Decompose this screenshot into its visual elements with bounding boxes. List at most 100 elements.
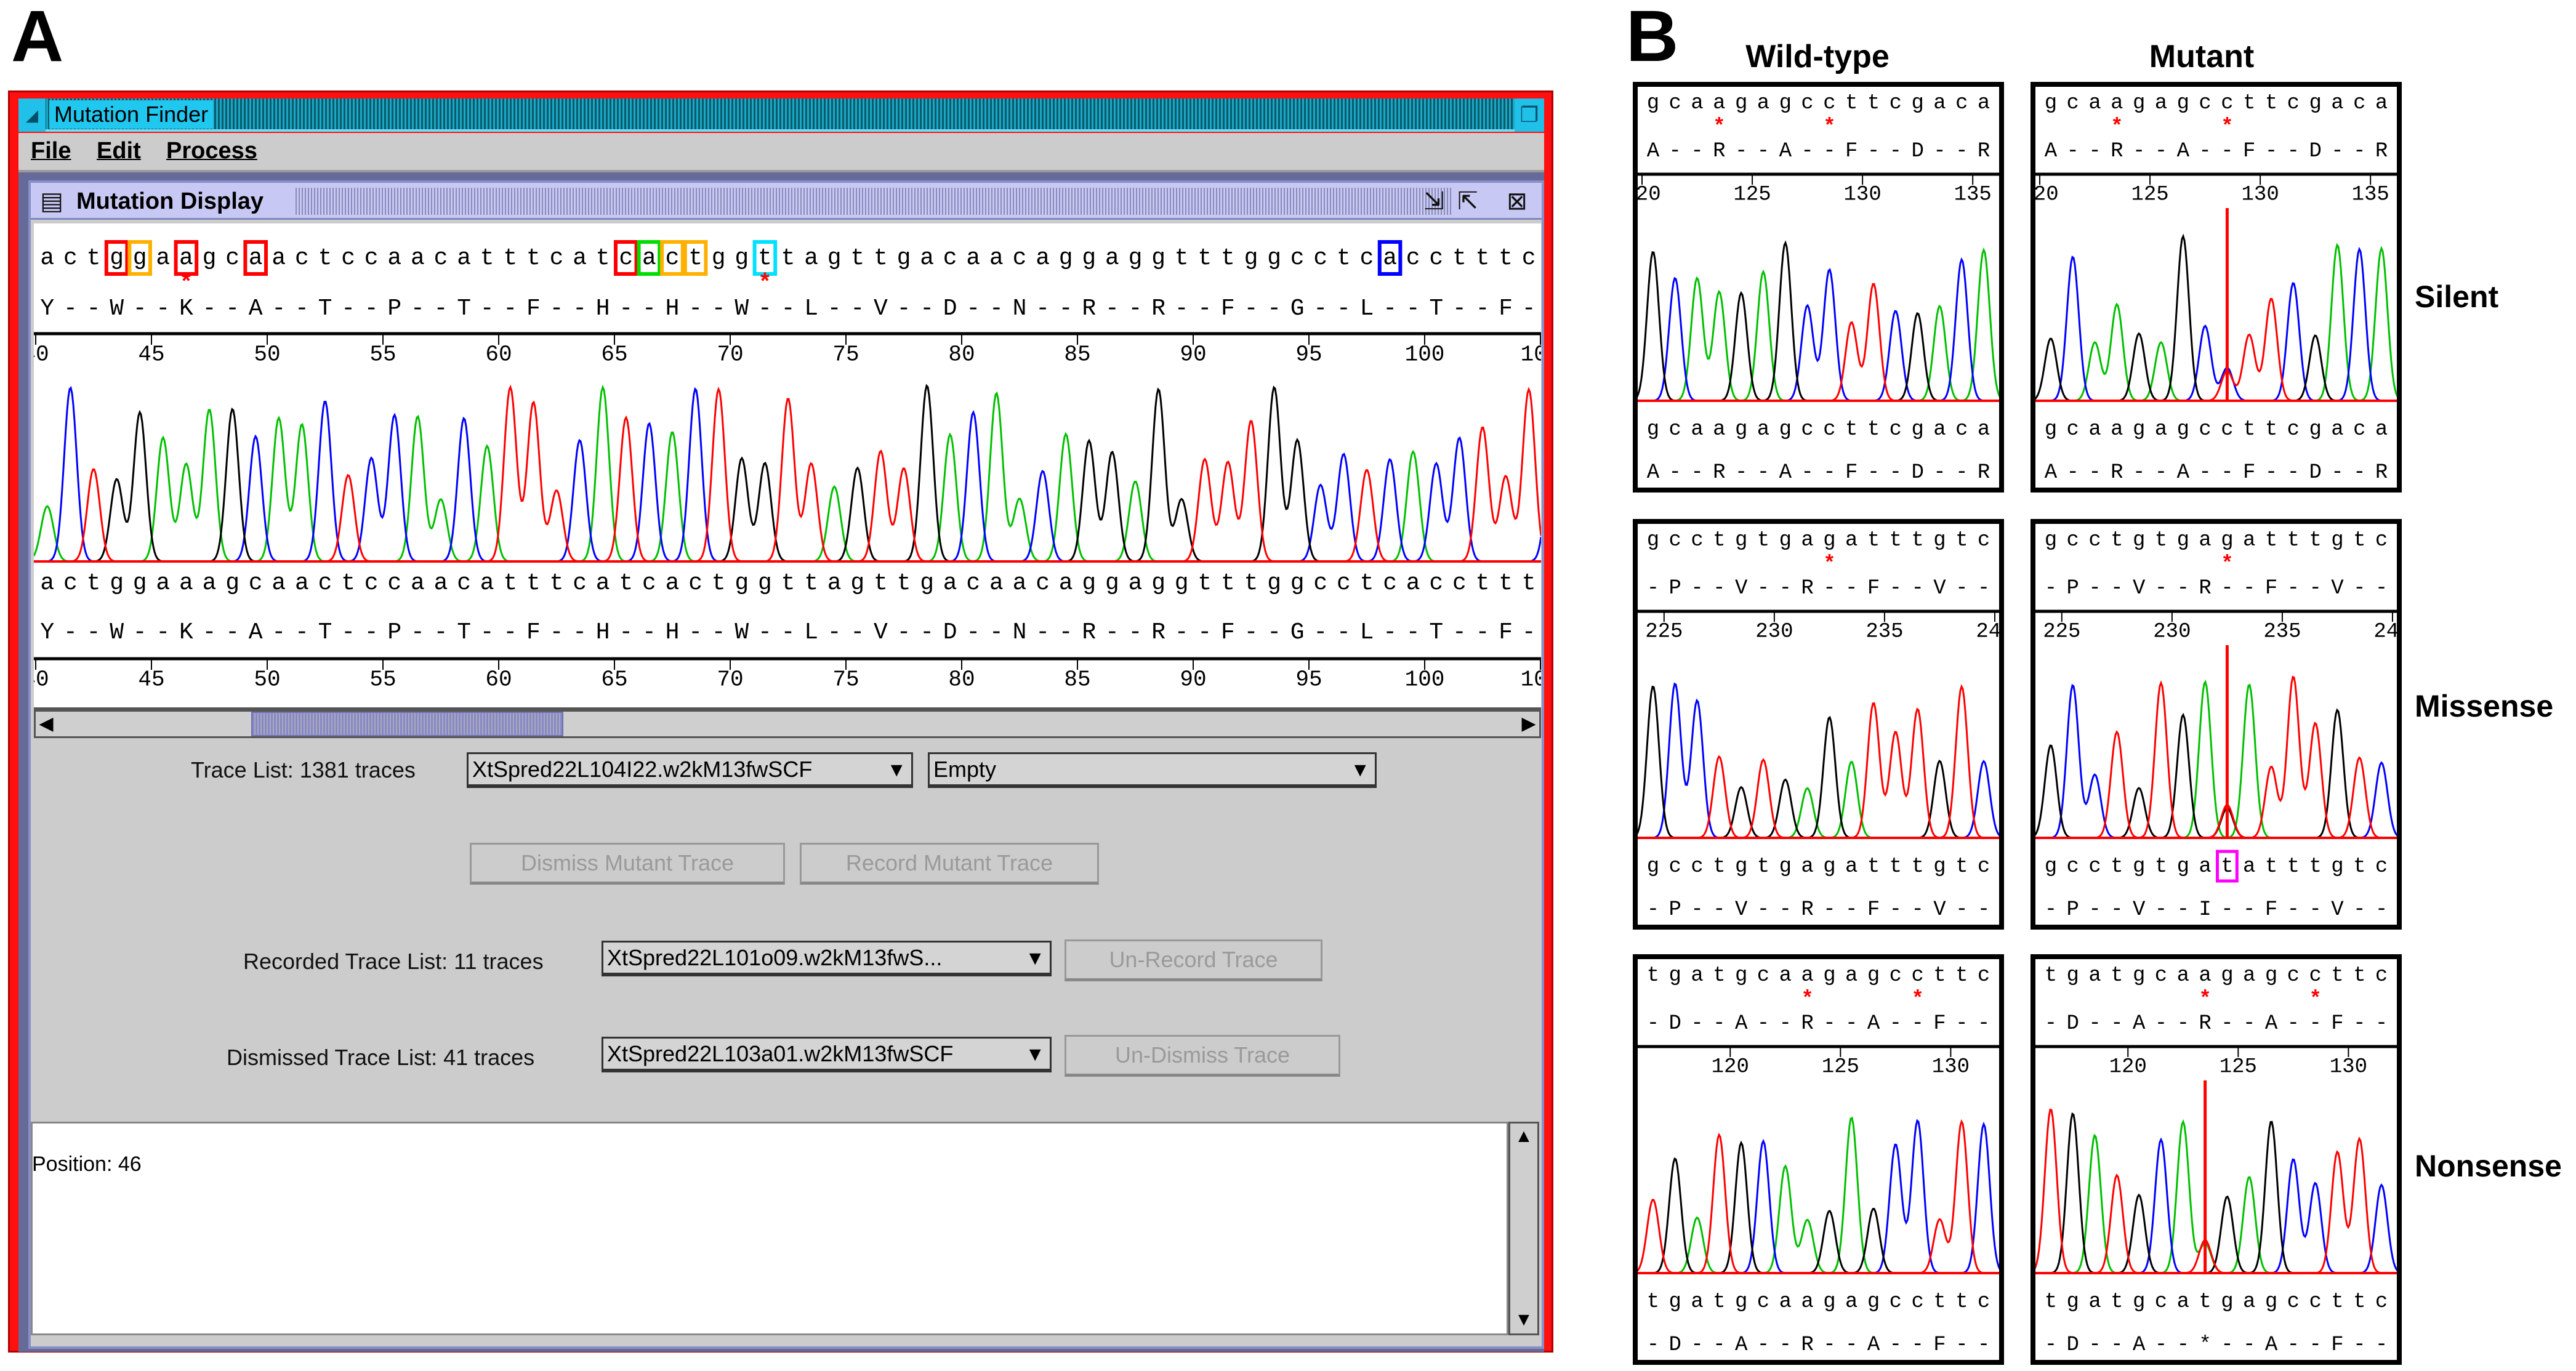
axis-tick-label: 225 <box>1645 620 1683 643</box>
axis-tick-label: 80 <box>948 667 975 693</box>
axis-tick-label: 235 <box>2263 620 2301 643</box>
chromatogram-svg: gcctgtgagatttgtc*-P--V--R--F--V--225 230 2… <box>2030 519 2412 930</box>
close-icon[interactable]: ⊠ <box>1507 188 1527 215</box>
window-title: Mutation Finder <box>49 100 214 129</box>
dismissed-trace-list-label: Dismissed Trace List: 41 traces <box>227 1045 535 1070</box>
wild-type-chromatogram-missense: gcctgtgagatttgtc * -P--V--R--F--V-- 225 230 2… <box>1632 519 2014 930</box>
trace-a <box>2031 680 2401 839</box>
trace-c <box>34 385 1541 563</box>
mutant-chromatogram-missense: gcctgtgagatttgtc * -P--V--R--F--V-- 225 230 2… <box>2030 519 2412 930</box>
axis-tick-label: 45 <box>138 667 164 693</box>
column-header-wild-type: Wild-type <box>1745 39 1890 74</box>
axis-tick-label: 90 <box>1180 342 1206 368</box>
mutation-asterisk: * <box>1713 116 1725 139</box>
reference-aa: Y--W--K--A--T--P--T--F--H--H--W--L--V--D… <box>40 296 1541 322</box>
top-seq: tgatgcaagagccttc <box>1647 964 1990 987</box>
base-highlight-box <box>127 240 152 276</box>
axis-tick-label: 65 <box>601 667 627 693</box>
axis-tick-label: 70 <box>717 667 743 693</box>
row-label-nonsense: Nonsense <box>2415 1149 2562 1183</box>
frame-icon[interactable]: ▤ <box>40 188 63 215</box>
scrollbar-thumb[interactable] <box>251 712 563 736</box>
maximize-icon[interactable]: ❐ <box>1515 99 1544 132</box>
internal-frame-title: Mutation Display <box>76 188 264 214</box>
axis-tick-label: 100 <box>1405 342 1445 368</box>
mutation-asterisk: * <box>2221 116 2233 139</box>
un-record-trace-button[interactable]: Un-Record Trace <box>1065 939 1322 981</box>
scroll-down-arrow-icon[interactable]: ▼ <box>1515 1309 1533 1330</box>
axis-tick-label: 45 <box>138 342 164 368</box>
trace-c <box>1633 257 2003 402</box>
menu-file[interactable]: File <box>31 138 71 164</box>
axis-tick-label: 90 <box>1180 667 1206 693</box>
recorded-trace-dropdown[interactable]: XtSpred22L101o09.w2kM13fwS... ▼ <box>602 941 1052 976</box>
scroll-right-arrow-icon[interactable]: ▶ <box>1521 714 1536 734</box>
axis-tick-label: 65 <box>601 342 627 368</box>
axis-tick-label: 80 <box>948 342 975 368</box>
chromatogram-svg: gcctgtgagatttgtc*-P--V--R--F--V--225 230 2… <box>1632 519 2014 930</box>
base-highlight-box <box>243 240 268 276</box>
top-aa: A--R--A--F--D--R <box>1647 140 1990 163</box>
bottom-seq: tgatgcaagagccttc <box>1647 1290 1990 1314</box>
dismissed-trace-dropdown[interactable]: XtSpred22L103a01.w2kM13fwSCF ▼ <box>602 1037 1052 1072</box>
wild-type-chromatogram-nonsense: tgatgcaagagccttc * * -D--A--R--A--F-- 120 125… <box>1632 954 2004 1365</box>
bottom-aa: A--R--A--F--D--R <box>1647 461 1990 484</box>
mutation-asterisk: * <box>179 270 193 297</box>
iconify-icon[interactable]: ⇲ <box>1423 188 1444 215</box>
axis-tick-label: 230 <box>2153 620 2191 643</box>
recorded-trace-value: XtSpred22L101o09.w2kM13fwS... <box>607 945 943 970</box>
axis-tick-label: 100 <box>1405 667 1445 693</box>
trace-list-label: Trace List: 1381 traces <box>191 757 416 782</box>
trace-t <box>1633 283 2003 402</box>
sequence-trace-view[interactable]: actggaagcaactccaacatttcatcactggttagttgac… <box>34 223 1541 710</box>
scroll-up-arrow-icon[interactable]: ▲ <box>1515 1126 1533 1146</box>
window-title-bar[interactable] <box>18 99 1544 132</box>
menu-edit[interactable]: Edit <box>97 138 141 164</box>
scroll-left-arrow-icon[interactable]: ◀ <box>39 714 54 734</box>
trace-list-dropdown[interactable]: XtSpred22L104I22.w2kM13fwSCF ▼ <box>467 752 913 788</box>
chromatogram-border <box>2031 954 2402 1365</box>
top-aa: -P--V--R--F--V-- <box>1647 577 1990 600</box>
second-trace-dropdown[interactable]: Empty ▼ <box>928 752 1377 788</box>
trace-list-value: XtSpred22L104I22.w2kM13fwSCF <box>472 757 813 782</box>
trace-a <box>1633 1116 2003 1274</box>
mutation-asterisk: * <box>2221 553 2233 576</box>
base-highlight-box <box>614 240 638 276</box>
un-dismiss-trace-button[interactable]: Un-Dismiss Trace <box>1065 1035 1340 1077</box>
trace-c <box>2031 1137 2402 1274</box>
chromatogram-canvas: actggaagcaactccaacatttcatcactggttagttgac… <box>34 240 1541 693</box>
base-highlight-box <box>104 240 129 276</box>
axis-tick-label: 125 <box>2220 1055 2257 1079</box>
axis-tick-label: 105 <box>1521 342 1541 368</box>
window-menu-icon[interactable]: ◢ <box>18 99 46 132</box>
trace-g <box>2030 708 2401 839</box>
trace-c <box>2031 683 2402 839</box>
trace-seq: actggaaagcaactccaacatttcatcactggttagttga… <box>40 570 1541 597</box>
chromatogram-border <box>2031 82 2402 493</box>
bottom-seq: gcaagagccttcgaca <box>1647 418 1990 441</box>
status-text-area[interactable] <box>31 1122 1508 1335</box>
axis-tick-label: 125 <box>1822 1055 1859 1079</box>
axis-tick-label: 70 <box>717 342 743 368</box>
mutation-asterisk: * <box>1823 116 1835 139</box>
trace-a <box>34 384 1541 563</box>
bottom-aa: A--R--A--F--D--R <box>2045 461 2388 484</box>
restore-icon[interactable]: ⇱ <box>1457 188 1478 215</box>
top-seq: gcaagagccttcgaca <box>2045 92 2388 115</box>
top-seq: gcaagagccttcgaca <box>1647 92 1990 115</box>
axis-tick-label: 135 <box>2352 183 2389 206</box>
mutation-asterisk: * <box>758 270 772 297</box>
panel-letter-a: A <box>11 0 64 77</box>
base-highlight-box <box>683 240 708 276</box>
axis-tick-label: 75 <box>832 342 859 368</box>
trace-a <box>2031 1119 2401 1274</box>
dismiss-mutant-trace-button[interactable]: Dismiss Mutant Trace <box>470 843 785 885</box>
bottom-aa: -P--V--R--F--V-- <box>1647 898 1990 922</box>
menu-process[interactable]: Process <box>166 138 257 164</box>
record-mutant-trace-button[interactable]: Record Mutant Trace <box>800 843 1099 885</box>
vertical-scrollbar[interactable] <box>1508 1122 1539 1335</box>
trace-a <box>1633 247 2004 402</box>
column-header-mutant: Mutant <box>2149 39 2255 74</box>
top-aa: -P--V--R--F--V-- <box>2045 577 2388 600</box>
top-seq: gcctgtgagatttgtc <box>1647 529 1990 552</box>
